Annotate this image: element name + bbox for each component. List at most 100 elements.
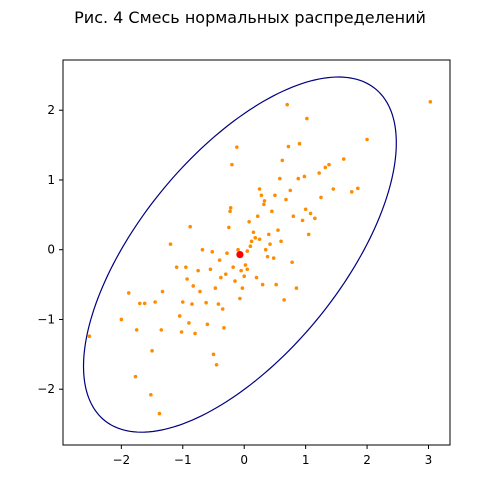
x-tick-label-4: 2 xyxy=(363,453,371,467)
data-point-54 xyxy=(243,263,248,267)
data-point-18 xyxy=(184,265,188,269)
x-tick-label-0: −2 xyxy=(113,453,131,467)
data-point-31 xyxy=(210,250,215,254)
data-point-81 xyxy=(280,158,285,163)
data-point-38 xyxy=(220,307,225,311)
data-point-17 xyxy=(179,330,184,334)
data-point-83 xyxy=(284,197,288,202)
data-point-1 xyxy=(126,291,131,295)
data-point-22 xyxy=(190,302,194,306)
data-point-100 xyxy=(319,195,323,200)
data-point-11 xyxy=(159,328,164,332)
data-point-85 xyxy=(286,144,291,149)
data-point-59 xyxy=(249,239,254,244)
data-point-86 xyxy=(288,188,293,193)
data-point-24 xyxy=(193,331,197,336)
data-point-92 xyxy=(300,218,305,223)
chart-title: Рис. 4 Смесь нормальных распределений xyxy=(74,8,426,27)
data-point-7 xyxy=(150,349,154,353)
data-point-107 xyxy=(365,137,369,142)
data-point-14 xyxy=(174,265,179,269)
x-tick-label-2: 0 xyxy=(240,453,248,467)
data-point-5 xyxy=(134,328,139,332)
y-tick-label-4: 2 xyxy=(47,103,55,117)
data-point-73 xyxy=(268,242,272,246)
data-point-106 xyxy=(356,186,360,191)
data-point-34 xyxy=(214,362,219,367)
plot-frame xyxy=(62,59,451,446)
data-point-44 xyxy=(228,206,233,210)
data-point-25 xyxy=(196,268,200,273)
center-point xyxy=(236,250,244,259)
data-point-87 xyxy=(290,260,294,265)
data-point-35 xyxy=(216,302,221,306)
data-point-43 xyxy=(228,209,232,214)
data-point-56 xyxy=(245,249,250,253)
y-tick-label-0: −2 xyxy=(37,382,55,396)
data-point-104 xyxy=(341,157,346,161)
data-point-8 xyxy=(149,392,153,397)
confidence-ellipse xyxy=(82,76,397,433)
data-point-62 xyxy=(254,275,259,280)
data-point-30 xyxy=(208,267,213,272)
data-point-67 xyxy=(260,282,265,287)
data-point-89 xyxy=(294,286,299,290)
data-point-66 xyxy=(259,193,264,198)
data-point-51 xyxy=(239,268,243,273)
data-point-97 xyxy=(308,211,313,216)
data-point-95 xyxy=(305,116,309,121)
x-tick-label-5: 3 xyxy=(425,453,433,467)
data-point-94 xyxy=(303,207,308,212)
x-tick-label-3: 1 xyxy=(302,453,310,467)
data-point-69 xyxy=(262,199,267,203)
data-point-32 xyxy=(211,352,216,357)
data-point-41 xyxy=(225,251,229,255)
data-point-75 xyxy=(271,256,276,260)
data-point-40 xyxy=(223,272,228,276)
data-point-15 xyxy=(177,314,182,318)
data-point-103 xyxy=(331,187,336,191)
data-point-19 xyxy=(185,277,189,281)
data-point-99 xyxy=(317,171,321,175)
data-point-2 xyxy=(119,317,124,322)
data-point-93 xyxy=(302,174,307,179)
data-point-101 xyxy=(323,165,328,170)
y-tick-label-2: 0 xyxy=(47,243,55,257)
data-point-61 xyxy=(253,236,258,240)
data-point-96 xyxy=(306,232,311,237)
data-point-36 xyxy=(217,258,222,262)
data-point-102 xyxy=(327,162,331,167)
data-point-16 xyxy=(180,300,185,304)
data-point-13 xyxy=(168,242,173,246)
data-point-108 xyxy=(428,100,433,104)
data-point-50 xyxy=(238,296,242,301)
data-point-91 xyxy=(297,141,302,146)
data-point-57 xyxy=(247,220,251,224)
data-point-23 xyxy=(191,284,196,288)
data-point-76 xyxy=(273,193,277,198)
data-point-9 xyxy=(153,300,157,304)
data-point-53 xyxy=(242,274,247,279)
data-point-52 xyxy=(240,286,245,290)
data-point-63 xyxy=(255,214,260,219)
data-point-3 xyxy=(133,374,138,379)
data-point-78 xyxy=(276,228,280,232)
data-point-84 xyxy=(285,102,290,107)
data-point-46 xyxy=(231,265,235,269)
data-point-6 xyxy=(142,301,147,306)
data-point-65 xyxy=(257,187,262,191)
data-point-45 xyxy=(230,162,234,167)
data-point-4 xyxy=(137,301,142,306)
data-point-26 xyxy=(198,289,202,294)
data-point-80 xyxy=(279,239,283,244)
data-point-37 xyxy=(219,275,223,280)
data-point-47 xyxy=(233,279,237,283)
data-point-20 xyxy=(187,321,191,325)
data-point-60 xyxy=(251,230,256,235)
y-tick-label-1: −1 xyxy=(37,312,55,326)
data-point-71 xyxy=(265,254,270,259)
data-point-28 xyxy=(204,300,208,305)
data-point-27 xyxy=(200,247,205,252)
data-point-39 xyxy=(222,326,226,330)
data-point-98 xyxy=(313,216,317,221)
